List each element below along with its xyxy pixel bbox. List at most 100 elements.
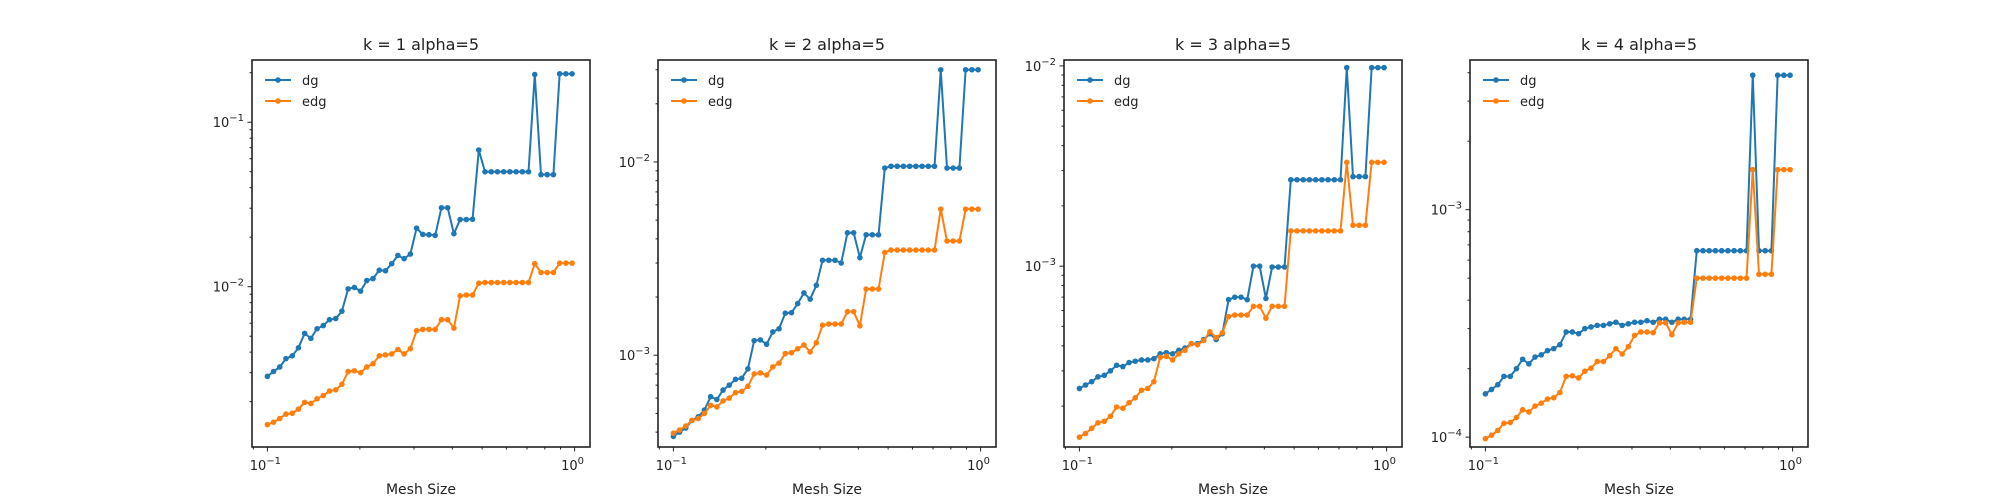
- y-tick-label: 10−3: [1431, 201, 1462, 219]
- data-point-dg: [494, 168, 501, 175]
- x-axis-label: Mesh Size: [386, 482, 456, 498]
- data-point-dg: [301, 330, 308, 337]
- data-point-edg: [1194, 341, 1201, 348]
- data-point-edg: [782, 350, 789, 357]
- data-point-edg: [813, 339, 820, 346]
- data-point-dg: [388, 260, 395, 267]
- data-point-dg: [732, 376, 739, 383]
- data-point-edg: [1188, 340, 1195, 347]
- data-point-edg: [1526, 409, 1532, 415]
- data-point-edg: [513, 279, 519, 286]
- data-point-dg: [1275, 264, 1282, 270]
- data-point-edg: [1107, 413, 1114, 420]
- data-point-dg: [1519, 356, 1526, 363]
- data-point-edg: [438, 316, 445, 323]
- plot-frame: [657, 59, 997, 448]
- series-line-edg: [1484, 168, 1791, 440]
- data-point-dg: [419, 231, 426, 238]
- data-point-dg: [463, 216, 470, 223]
- data-point-dg: [1343, 64, 1350, 71]
- data-point-dg: [1269, 264, 1275, 270]
- data-point-dg: [1501, 373, 1507, 380]
- data-point-edg: [475, 280, 482, 287]
- data-point-dg: [969, 66, 975, 73]
- data-point-dg: [482, 168, 488, 175]
- data-point-edg: [1244, 312, 1251, 318]
- data-point-dg: [1569, 329, 1576, 335]
- data-point-dg: [1594, 322, 1601, 329]
- data-point-dg: [538, 171, 544, 178]
- legend-label-edg: edg: [1520, 95, 1545, 110]
- data-point-edg: [457, 293, 463, 299]
- data-point-dg: [1644, 317, 1650, 324]
- legend: dg edg: [1077, 74, 1139, 110]
- data-point-dg: [888, 163, 894, 170]
- data-point-edg: [1343, 159, 1350, 166]
- data-point-dg: [1557, 341, 1563, 348]
- data-point-dg: [1095, 374, 1101, 380]
- data-point-dg: [1225, 296, 1232, 303]
- data-point-dg: [289, 353, 296, 359]
- data-point-edg: [869, 286, 876, 292]
- data-point-dg: [1749, 72, 1756, 79]
- data-point-edg: [1356, 222, 1363, 229]
- data-point-dg: [395, 252, 401, 259]
- data-point-dg: [757, 337, 764, 343]
- chart-title: k = 3 alpha=5: [1175, 35, 1291, 54]
- data-point-edg: [556, 260, 563, 266]
- chart-title: k = 2 alpha=5: [769, 35, 885, 54]
- data-point-dg: [1356, 173, 1363, 180]
- data-point-dg: [1300, 176, 1307, 183]
- legend-label-dg: dg: [1114, 74, 1131, 89]
- legend-marker-edg: [275, 98, 281, 104]
- data-point-dg: [1375, 64, 1381, 71]
- data-point-edg: [1538, 400, 1545, 407]
- data-point-edg: [676, 427, 683, 433]
- y-tick-label: 10−4: [1431, 428, 1462, 446]
- data-point-edg: [1762, 271, 1769, 278]
- data-point-edg: [1138, 387, 1145, 394]
- data-point-edg: [881, 249, 888, 256]
- data-point-dg: [475, 147, 482, 153]
- data-point-dg: [488, 168, 495, 175]
- data-point-dg: [813, 282, 820, 289]
- x-tick-label: 100: [967, 456, 990, 474]
- data-point-edg: [376, 353, 383, 359]
- data-point-edg: [807, 349, 813, 355]
- legend-marker-dg: [1493, 77, 1499, 83]
- data-point-edg: [370, 360, 376, 367]
- data-point-edg: [857, 322, 863, 329]
- data-point-edg: [1582, 368, 1588, 374]
- data-point-edg: [332, 387, 339, 393]
- data-point-dg: [550, 171, 557, 178]
- data-point-edg: [1294, 228, 1300, 234]
- series-line-edg: [1078, 161, 1385, 438]
- data-point-edg: [788, 349, 795, 356]
- data-point-edg: [838, 321, 845, 327]
- data-point-edg: [770, 364, 776, 370]
- data-point-dg: [1706, 247, 1713, 254]
- data-point-dg: [1725, 247, 1731, 254]
- data-point-dg: [1781, 72, 1787, 79]
- data-point-dg: [950, 165, 957, 171]
- data-point-dg: [944, 165, 950, 171]
- data-point-edg: [1743, 275, 1750, 281]
- data-point-edg: [975, 206, 981, 212]
- x-axis-label: Mesh Size: [1198, 482, 1268, 498]
- data-point-dg: [857, 254, 863, 261]
- data-point-edg: [1113, 404, 1120, 410]
- data-point-edg: [1787, 166, 1793, 173]
- data-point-edg: [1594, 358, 1601, 365]
- data-point-edg: [500, 279, 507, 286]
- data-point-edg: [701, 410, 708, 417]
- x-axis-label: Mesh Size: [792, 482, 862, 498]
- data-point-dg: [513, 168, 519, 175]
- data-point-edg: [863, 286, 869, 292]
- data-point-dg: [881, 165, 888, 171]
- data-point-edg: [469, 292, 476, 298]
- data-point-edg: [1331, 228, 1338, 234]
- data-point-edg: [1250, 303, 1257, 310]
- data-point-dg: [1126, 359, 1132, 366]
- data-point-dg: [320, 322, 327, 329]
- data-point-dg: [1256, 263, 1263, 269]
